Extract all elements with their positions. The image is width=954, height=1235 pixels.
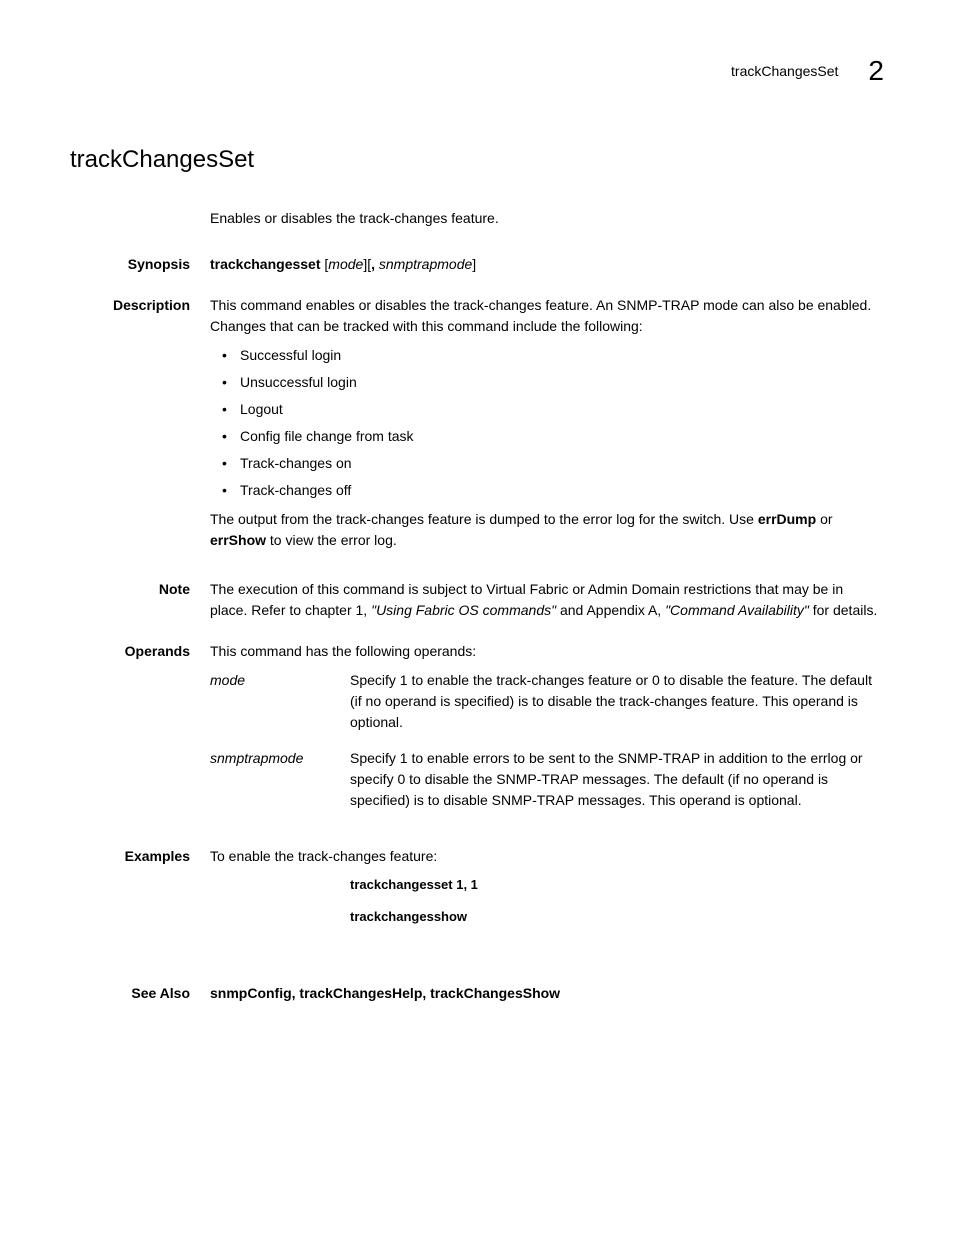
page-header: trackChangesSet 2	[70, 50, 884, 92]
synopsis-label: Synopsis	[70, 254, 210, 275]
seealso-section: See Also snmpConfig, trackChangesHelp, t…	[210, 983, 884, 1004]
operand-row: snmptrapmode Specify 1 to enable errors …	[210, 748, 884, 811]
description-label: Description	[70, 295, 210, 559]
synopsis-section: Synopsis trackchangesset [mode][, snmptr…	[210, 254, 884, 275]
seealso-text: snmpConfig, trackChangesHelp, trackChang…	[210, 983, 884, 1004]
list-item: Unsuccessful login	[210, 372, 884, 393]
operand-name: snmptrapmode	[210, 748, 350, 811]
list-item: Successful login	[210, 345, 884, 366]
examples-section: Examples To enable the track-changes fea…	[210, 846, 884, 938]
synopsis-body: trackchangesset [mode][, snmptrapmode]	[210, 254, 884, 275]
operand-desc: Specify 1 to enable the track-changes fe…	[350, 670, 884, 733]
synopsis-arg2: snmptrapmode	[379, 256, 472, 272]
operands-body: This command has the following operands:…	[210, 641, 884, 826]
note-label: Note	[70, 579, 210, 621]
operands-label: Operands	[70, 641, 210, 826]
synopsis-arg1: mode	[328, 256, 363, 272]
description-text1: This command enables or disables the tra…	[210, 295, 884, 337]
description-section: Description This command enables or disa…	[210, 295, 884, 559]
operand-name: mode	[210, 670, 350, 733]
note-section: Note The execution of this command is su…	[210, 579, 884, 621]
description-list: Successful login Unsuccessful login Logo…	[210, 345, 884, 501]
description-text2: The output from the track-changes featur…	[210, 509, 884, 551]
page-title: trackChangesSet	[70, 142, 884, 178]
chapter-number: 2	[868, 50, 884, 92]
operand-row: mode Specify 1 to enable the track-chang…	[210, 670, 884, 733]
synopsis-cmd: trackchangesset	[210, 256, 321, 272]
description-body: This command enables or disables the tra…	[210, 295, 884, 559]
examples-label: Examples	[70, 846, 210, 938]
list-item: Config file change from task	[210, 426, 884, 447]
operands-section: Operands This command has the following …	[210, 641, 884, 826]
example-code: trackchangesshow	[350, 907, 884, 927]
examples-intro: To enable the track-changes feature:	[210, 846, 884, 867]
operands-intro: This command has the following operands:	[210, 641, 884, 662]
header-breadcrumb: trackChangesSet	[731, 61, 838, 82]
note-body: The execution of this command is subject…	[210, 579, 884, 621]
list-item: Logout	[210, 399, 884, 420]
example-code: trackchangesset 1, 1	[350, 875, 884, 895]
operand-desc: Specify 1 to enable errors to be sent to…	[350, 748, 884, 811]
list-item: Track-changes on	[210, 453, 884, 474]
seealso-label: See Also	[70, 983, 210, 1004]
list-item: Track-changes off	[210, 480, 884, 501]
examples-body: To enable the track-changes feature: tra…	[210, 846, 884, 938]
intro-text: Enables or disables the track-changes fe…	[210, 208, 884, 229]
